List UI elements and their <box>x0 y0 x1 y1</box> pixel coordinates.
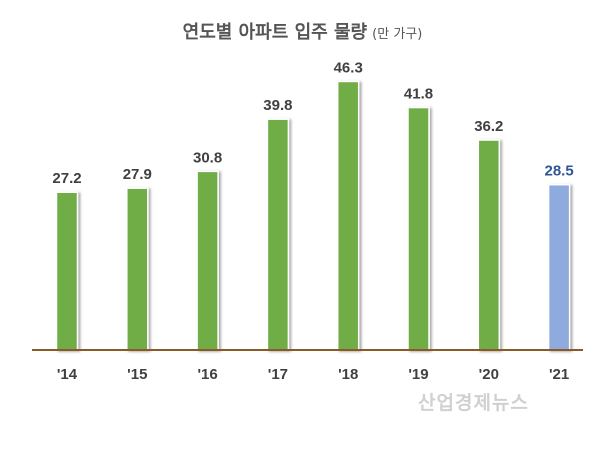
data-label: 39.8 <box>263 97 292 114</box>
x-tick-label: '18 <box>338 366 358 383</box>
chart-subtitle: (만 가구) <box>372 27 423 42</box>
data-label: 28.5 <box>544 163 573 180</box>
data-labels: 27.2 27.9 30.8 39.8 46.3 41.8 36.2 28.5 <box>52 59 573 187</box>
x-tick-label: '14 <box>57 366 78 383</box>
x-tick-label: '16 <box>197 366 217 383</box>
data-label: 36.2 <box>474 118 503 135</box>
x-tick-label: '20 <box>479 366 499 383</box>
bar-21 <box>547 183 571 351</box>
bar-17 <box>266 118 290 351</box>
bar-18 <box>336 80 360 351</box>
data-label: 46.3 <box>334 59 363 76</box>
bar-20 <box>477 139 501 351</box>
bar-15 <box>126 187 149 351</box>
bar-16 <box>196 170 219 351</box>
data-label: 27.9 <box>123 166 152 183</box>
data-label: 41.8 <box>404 86 433 103</box>
watermark-logo: 산업경제뉴스 <box>418 392 529 414</box>
data-label: 27.2 <box>52 170 81 187</box>
chart-title: 연도별 아파트 입주 물량 <box>182 22 368 43</box>
bar-series <box>55 80 571 351</box>
chart-title-block: 연도별 아파트 입주 물량 (만 가구) <box>0 18 605 44</box>
bar-14 <box>55 191 79 351</box>
x-tick-label: '21 <box>549 366 569 383</box>
x-tick-label: '17 <box>268 366 288 383</box>
x-axis-tick-labels: '14 '15 '16 '17 '18 '19 '20 '21 <box>57 366 569 383</box>
x-tick-label: '19 <box>408 366 428 383</box>
data-label: 30.8 <box>193 149 222 166</box>
x-tick-label: '15 <box>127 366 147 383</box>
bar-19 <box>407 106 430 351</box>
